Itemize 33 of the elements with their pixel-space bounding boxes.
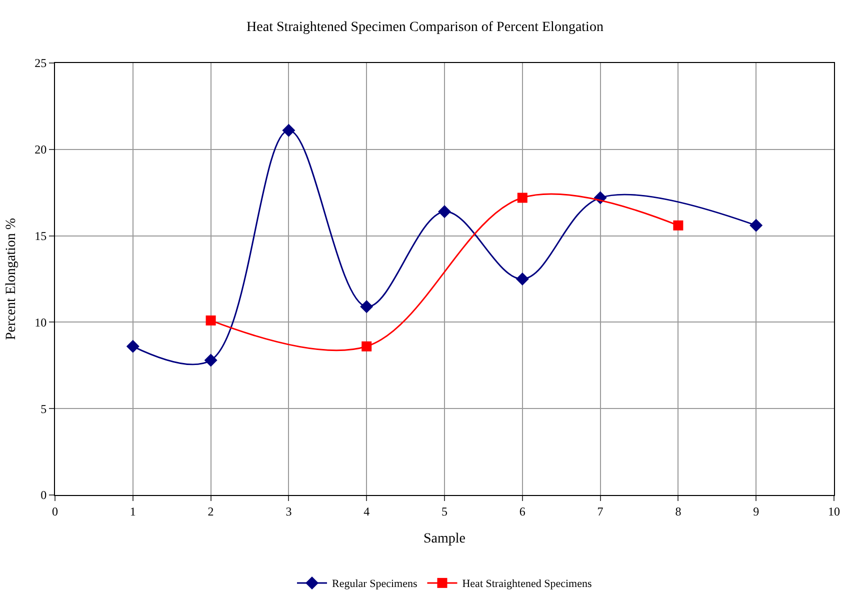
x-tick-label: 10: [828, 504, 840, 518]
x-tick-label: 8: [675, 504, 682, 518]
point: [282, 124, 296, 137]
x-axis-title: Sample: [424, 532, 466, 547]
y-axis-title: Percent Elongation %: [4, 218, 20, 340]
point: [126, 340, 140, 353]
x-tick-label: 3: [286, 504, 292, 518]
y-tick-label: 15: [34, 229, 47, 243]
point: [517, 192, 528, 203]
point: [673, 220, 684, 230]
point: [206, 315, 216, 326]
legend-label: Heat Straightened Specimens: [462, 578, 592, 590]
point: [204, 354, 218, 367]
x-tick-label: 4: [364, 504, 370, 518]
x-tick-label: 5: [442, 504, 448, 518]
y-tick-label: 10: [34, 315, 47, 330]
x-tick-label: 9: [753, 504, 760, 518]
point: [360, 300, 374, 314]
chart-title: Heat Straightened Specimen Comparison of Percent Elongation: [246, 20, 604, 36]
point: [516, 272, 529, 286]
legend-label: Regular Specimens: [332, 578, 418, 590]
x-tick-label: 1: [130, 504, 136, 518]
x-tick-label: 6: [519, 504, 526, 518]
y-tick-label: 25: [34, 56, 47, 70]
y-tick-label: 5: [40, 402, 47, 416]
x-tick-label: 0: [52, 504, 58, 518]
x-tick-label: 7: [597, 504, 604, 518]
point: [438, 205, 451, 218]
point: [362, 341, 372, 352]
x-tick-label: 2: [208, 504, 214, 518]
y-tick-label: 0: [40, 488, 47, 502]
point: [750, 218, 763, 232]
y-tick-label: 20: [34, 142, 47, 157]
